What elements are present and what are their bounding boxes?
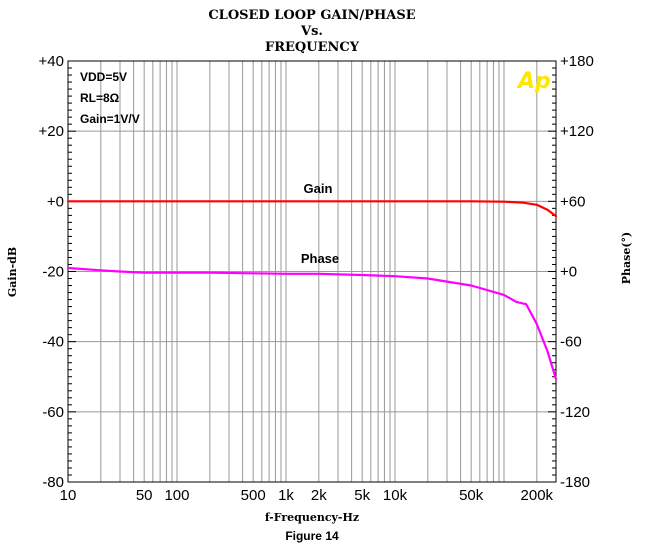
- chart-title-line-3: FREQUENCY: [265, 40, 360, 55]
- x-tick-label: 50: [136, 487, 153, 504]
- y-axis-label: Gain-dB: [6, 247, 19, 297]
- y-right-tick-label: +180: [560, 53, 594, 70]
- chart-title-line-1: CLOSED LOOP GAIN/PHASE: [208, 8, 415, 23]
- y-right-axis-label: Phase(°): [620, 232, 633, 285]
- x-tick-label: 50k: [459, 487, 484, 504]
- x-tick-label: 100: [164, 487, 189, 504]
- series-label-phase: Phase: [301, 251, 339, 266]
- series-line-gain: [66, 200, 558, 218]
- x-tick-label: 500: [241, 487, 266, 504]
- x-axis-label: f-Frequency-Hz: [265, 511, 359, 524]
- condition-gain: Gain=1V/V: [80, 112, 140, 126]
- condition-rl: RL=8Ω: [80, 91, 120, 105]
- ticks: [68, 60, 556, 483]
- y-tick-label: -20: [42, 264, 64, 281]
- chart-title-line-2: Vs.: [300, 24, 323, 39]
- y-right-tick-label: -120: [560, 404, 590, 421]
- y-tick-label: +20: [39, 123, 64, 140]
- condition-vdd: VDD=5V: [80, 70, 127, 84]
- x-tick-label: 200k: [521, 487, 554, 504]
- series-layer: [66, 200, 558, 381]
- y-right-tick-label: +120: [560, 123, 594, 140]
- y-right-tick-label: +0: [560, 264, 577, 281]
- y-tick-label: +0: [47, 193, 64, 210]
- x-tick-label: 10k: [383, 487, 408, 504]
- x-tick-label: 10: [60, 487, 77, 504]
- y-tick-label: -80: [42, 474, 64, 491]
- y-tick-label: +40: [39, 53, 64, 70]
- plot-frame: [67, 60, 557, 483]
- y-right-tick-label: -60: [560, 334, 582, 351]
- x-tick-label: 5k: [354, 487, 370, 504]
- series-line-phase: [66, 266, 558, 381]
- tick-labels: +40 +20 +0 -20 -40 -60 -80 +180 +120 +60 +0 -60 -120…: [39, 53, 594, 504]
- y-tick-label: -60: [42, 404, 64, 421]
- y-right-tick-label: -180: [560, 474, 590, 491]
- x-tick-label: 1k: [278, 487, 294, 504]
- series-label-gain: Gain: [304, 181, 333, 196]
- grid: [68, 61, 556, 482]
- figure-caption: Figure 14: [285, 529, 339, 543]
- conditions-box: VDD=5V RL=8Ω Gain=1V/V: [80, 70, 140, 126]
- y-tick-label: -40: [42, 334, 64, 351]
- x-tick-label: 2k: [311, 487, 327, 504]
- y-right-tick-label: +60: [560, 193, 585, 210]
- ap-logo: Ap: [516, 69, 551, 94]
